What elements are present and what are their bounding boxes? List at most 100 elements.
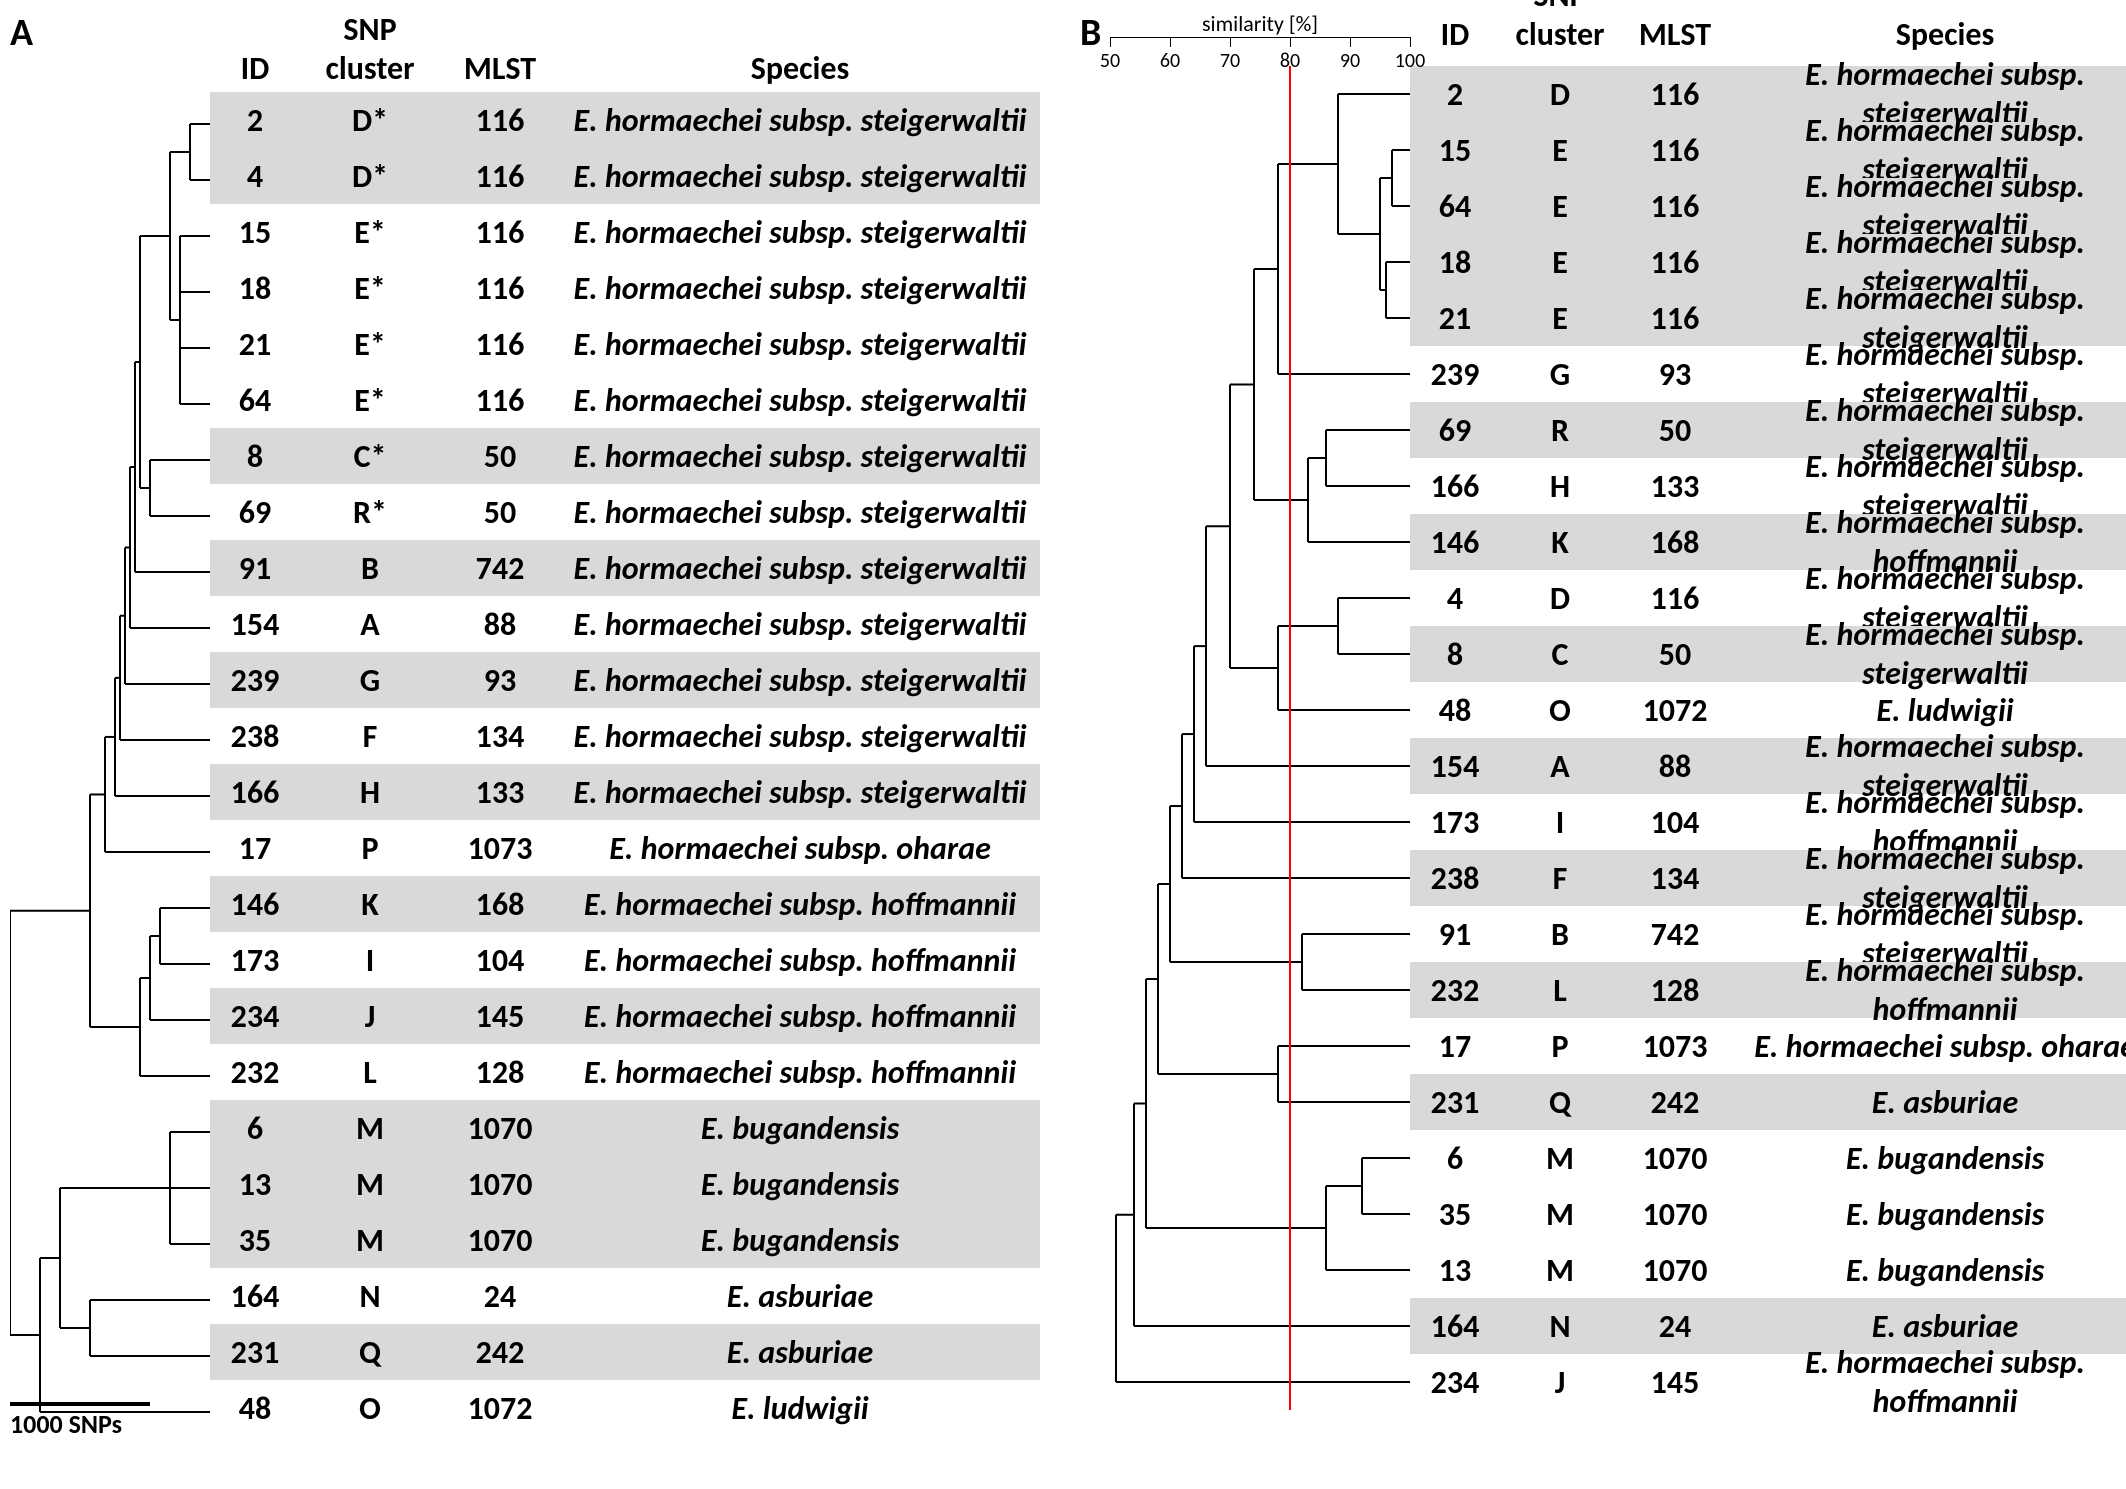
scale-bar-label: 1000 SNPs — [10, 1408, 150, 1440]
table-cell: 116 — [440, 157, 560, 196]
scale-bar-line — [10, 1402, 150, 1406]
table-cell: P — [1500, 1027, 1620, 1066]
table-cell: E. hormaechei subsp. hoffmannii — [560, 1053, 1040, 1092]
table-cell: 1072 — [440, 1389, 560, 1428]
table-cell: E. hormaechei subsp. steigerwaltii — [560, 605, 1040, 644]
table-cell: Q — [300, 1333, 440, 1372]
table-cell: E. hormaechei subsp. steigerwaltii — [560, 381, 1040, 420]
panel-a-headers: ID SNP cluster MLST Species — [210, 18, 1040, 88]
table-cell: 742 — [1620, 915, 1730, 954]
table-cell: 8 — [1410, 635, 1500, 674]
table-cell: 17 — [210, 829, 300, 868]
table-cell: 91 — [210, 549, 300, 588]
table-cell: 21 — [210, 325, 300, 364]
table-cell: M — [300, 1109, 440, 1148]
table-cell: 116 — [1620, 299, 1730, 338]
table-cell: 154 — [210, 605, 300, 644]
table-cell: 231 — [1410, 1083, 1500, 1122]
table-cell: J — [1500, 1363, 1620, 1402]
table-cell: E. hormaechei subsp. steigerwaltii — [560, 157, 1040, 196]
table-cell: E. hormaechei subsp. steigerwaltii — [560, 773, 1040, 812]
table-row: 166H133E. hormaechei subsp. steigerwalti… — [210, 764, 1040, 820]
axis-tick — [1230, 37, 1231, 47]
table-cell: E. hormaechei subsp. steigerwaltii — [560, 437, 1040, 476]
table-row: 164N24E. asburiae — [210, 1268, 1040, 1324]
table-row: 232L128E. hormaechei subsp. hoffmannii — [210, 1044, 1040, 1100]
table-cell: L — [300, 1053, 440, 1092]
table-cell: 13 — [1410, 1251, 1500, 1290]
table-cell: E* — [300, 213, 440, 252]
table-cell: 128 — [440, 1053, 560, 1092]
table-cell: G — [300, 661, 440, 700]
table-row: 18E*116E. hormaechei subsp. steigerwalti… — [210, 260, 1040, 316]
table-cell: 166 — [1410, 467, 1500, 506]
table-cell: 93 — [440, 661, 560, 700]
hdr-species-b: Species — [1730, 32, 2126, 54]
table-row: 8C50E. hormaechei subsp. steigerwaltii — [1410, 626, 2126, 682]
table-cell: 69 — [210, 493, 300, 532]
axis-tick — [1170, 37, 1171, 47]
table-cell: B — [300, 549, 440, 588]
table-cell: D* — [300, 157, 440, 196]
table-cell: 145 — [440, 997, 560, 1036]
table-cell: K — [1500, 523, 1620, 562]
panel-b-tree — [1080, 66, 1410, 1466]
table-cell: 133 — [440, 773, 560, 812]
table-cell: 69 — [1410, 411, 1500, 450]
table-cell: 6 — [210, 1109, 300, 1148]
table-cell: I — [300, 941, 440, 980]
table-cell: E. hormaechei subsp. steigerwaltii — [560, 101, 1040, 140]
table-cell: 64 — [1410, 187, 1500, 226]
table-cell: E. hormaechei subsp. steigerwaltii — [560, 269, 1040, 308]
table-cell: E* — [300, 269, 440, 308]
table-cell: E. hormaechei subsp. steigerwaltii — [560, 661, 1040, 700]
table-row: 232L128E. hormaechei subsp. hoffmannii — [1410, 962, 2126, 1018]
table-cell: I — [1500, 803, 1620, 842]
table-cell: H — [1500, 467, 1620, 506]
table-cell: E* — [300, 325, 440, 364]
table-cell: 146 — [210, 885, 300, 924]
table-row: 91B742E. hormaechei subsp. steigerwaltii — [210, 540, 1040, 596]
table-cell: E. hormaechei subsp. oharae — [560, 829, 1040, 868]
table-cell: E* — [300, 381, 440, 420]
hdr-mlst-b: MLST — [1620, 32, 1730, 54]
table-cell: 116 — [1620, 75, 1730, 114]
table-cell: M — [300, 1221, 440, 1260]
table-cell: M — [1500, 1195, 1620, 1234]
table-cell: 232 — [210, 1053, 300, 1092]
table-cell: 50 — [440, 437, 560, 476]
table-cell: R* — [300, 493, 440, 532]
table-cell: N — [300, 1277, 440, 1316]
table-cell: E. asburiae — [560, 1333, 1040, 1372]
table-cell: M — [1500, 1251, 1620, 1290]
table-cell: 116 — [440, 381, 560, 420]
table-cell: 116 — [440, 213, 560, 252]
table-row: 238F134E. hormaechei subsp. steigerwalti… — [210, 708, 1040, 764]
hdr-snp-b: SNP cluster — [1500, 32, 1620, 54]
table-cell: 242 — [440, 1333, 560, 1372]
panel-b-rows: 2D116E. hormaechei subsp. steigerwaltii1… — [1410, 66, 2126, 1410]
table-row: 234J145E. hormaechei subsp. hoffmannii — [1410, 1354, 2126, 1410]
table-row: 64E*116E. hormaechei subsp. steigerwalti… — [210, 372, 1040, 428]
table-row: 13M1070E. bugandensis — [1410, 1242, 2126, 1298]
table-row: 4D*116E. hormaechei subsp. steigerwaltii — [210, 148, 1040, 204]
table-cell: 1073 — [1620, 1027, 1730, 1066]
table-cell: 91 — [1410, 915, 1500, 954]
table-cell: 116 — [440, 325, 560, 364]
table-cell: 168 — [1620, 523, 1730, 562]
table-cell: 93 — [1620, 355, 1730, 394]
table-cell: E — [1500, 299, 1620, 338]
panel-b-table: ID SNP cluster MLST Species 2D116E. horm… — [1410, 66, 2126, 1466]
table-cell: 164 — [210, 1277, 300, 1316]
table-cell: M — [1500, 1139, 1620, 1178]
table-cell: 17 — [1410, 1027, 1500, 1066]
table-row: 231Q242E. asburiae — [1410, 1074, 2126, 1130]
similarity-axis-label: similarity [%] — [1110, 10, 1410, 37]
table-cell: 15 — [210, 213, 300, 252]
table-row: 146K168E. hormaechei subsp. hoffmannii — [210, 876, 1040, 932]
table-cell: G — [1500, 355, 1620, 394]
table-cell: 234 — [1410, 1363, 1500, 1402]
table-cell: E. asburiae — [560, 1277, 1040, 1316]
table-cell: C — [1500, 635, 1620, 674]
table-cell: H — [300, 773, 440, 812]
